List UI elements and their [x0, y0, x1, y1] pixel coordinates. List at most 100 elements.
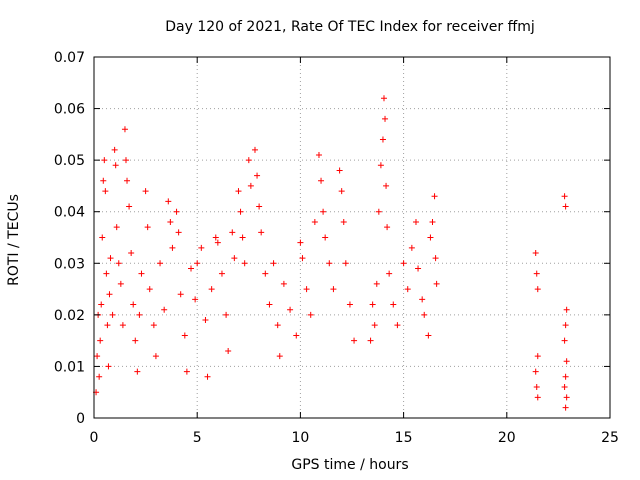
data-point — [150, 322, 157, 329]
data-point — [561, 384, 568, 391]
data-point — [342, 260, 349, 267]
data-point — [258, 229, 265, 236]
data-point — [262, 270, 269, 277]
data-point — [404, 286, 411, 293]
x-tick-label: 20 — [498, 430, 516, 446]
data-point — [563, 306, 570, 313]
data-point — [394, 322, 401, 329]
data-point — [425, 332, 432, 339]
data-point — [415, 265, 422, 272]
data-point — [144, 224, 151, 231]
y-tick-label: 0.01 — [54, 359, 85, 375]
y-axis-label: ROTI / TECUs — [6, 194, 22, 286]
data-point — [142, 188, 149, 195]
data-point — [561, 337, 568, 344]
y-tick-label: 0.06 — [54, 102, 85, 118]
data-point — [400, 260, 407, 267]
data-point — [128, 249, 135, 256]
data-point — [138, 270, 145, 277]
data-point — [375, 208, 382, 215]
data-point — [534, 353, 541, 360]
data-point — [340, 219, 347, 226]
data-point — [369, 301, 376, 308]
data-point — [320, 208, 327, 215]
data-point — [367, 337, 374, 344]
data-point — [212, 234, 219, 241]
data-point — [231, 255, 238, 262]
tick-labels: 0 0.01 0.02 0.03 0.04 0.05 0.06 0.07 0 5 10 15 20 25 — [54, 50, 619, 446]
data-point — [126, 203, 133, 210]
data-point — [307, 311, 314, 318]
data-point — [214, 239, 221, 246]
data-point — [132, 337, 139, 344]
data-point — [299, 255, 306, 262]
data-point — [390, 301, 397, 308]
data-point — [429, 219, 436, 226]
data-point — [112, 162, 119, 169]
data-point — [194, 260, 201, 267]
data-point — [562, 404, 569, 411]
data-point — [280, 280, 287, 287]
data-point — [152, 353, 159, 360]
data-point — [562, 203, 569, 210]
data-point — [371, 322, 378, 329]
data-point — [102, 188, 109, 195]
data-point — [287, 306, 294, 313]
data-point — [532, 249, 539, 256]
data-point — [235, 188, 242, 195]
data-point — [330, 286, 337, 293]
data-point — [266, 301, 273, 308]
data-point — [121, 126, 128, 133]
data-point — [383, 182, 390, 189]
data-point — [562, 373, 569, 380]
data-point — [318, 177, 325, 184]
data-point — [431, 193, 438, 200]
data-point — [117, 280, 124, 287]
data-point — [379, 136, 386, 143]
data-point — [534, 394, 541, 401]
data-point — [421, 311, 428, 318]
data-point — [534, 286, 541, 293]
data-point — [254, 172, 261, 179]
data-point — [408, 244, 415, 251]
x-tick-label: 25 — [601, 430, 619, 446]
y-tick-label: 0.05 — [54, 153, 85, 169]
data-point — [101, 157, 108, 164]
data-point — [561, 193, 568, 200]
data-point — [373, 280, 380, 287]
data-point — [377, 162, 384, 169]
data-point — [274, 322, 281, 329]
data-point — [192, 296, 199, 303]
y-tick-label: 0 — [76, 411, 85, 427]
data-point — [165, 198, 172, 205]
data-point — [315, 151, 322, 158]
x-tick-label: 15 — [395, 430, 413, 446]
data-point — [245, 157, 252, 164]
data-point — [311, 219, 318, 226]
data-point — [122, 157, 129, 164]
data-point — [198, 244, 205, 251]
data-point — [338, 188, 345, 195]
data-point — [336, 167, 343, 174]
data-point — [99, 234, 106, 241]
data-point — [134, 368, 141, 375]
data-point — [297, 239, 304, 246]
data-point — [94, 353, 101, 360]
data-point — [96, 373, 103, 380]
data-point — [382, 115, 389, 122]
data-point — [270, 260, 277, 267]
y-tick-label: 0.07 — [54, 50, 85, 66]
data-point — [562, 322, 569, 329]
data-point — [223, 311, 230, 318]
data-point — [115, 260, 122, 267]
data-point — [167, 219, 174, 226]
data-point — [161, 306, 168, 313]
x-tick-label: 5 — [193, 430, 202, 446]
data-point — [532, 368, 539, 375]
plot-frame — [93, 56, 611, 419]
data-points — [93, 95, 570, 411]
data-point — [433, 280, 440, 287]
x-tick-label: 10 — [291, 430, 309, 446]
data-point — [119, 322, 126, 329]
